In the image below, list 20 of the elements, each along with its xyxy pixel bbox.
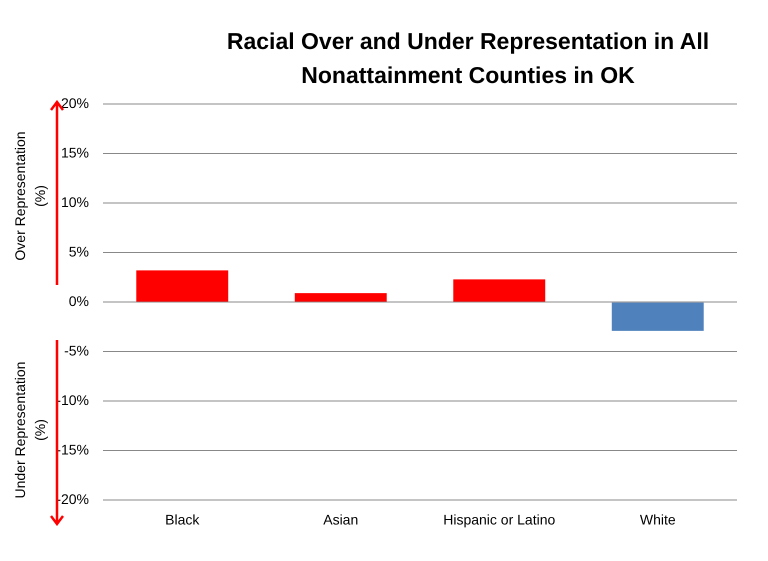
y-tick-label: 10%	[60, 194, 89, 210]
x-tick-label: Hispanic or Latino	[443, 511, 556, 528]
bar	[294, 293, 387, 302]
y-tick-label: -20%	[56, 491, 89, 508]
text: Under Representation (%)	[11, 360, 49, 500]
bar	[612, 302, 704, 331]
x-tick-label: White	[640, 511, 676, 528]
x-tick-label: Asian	[323, 511, 358, 528]
y-tick-label: -15%	[56, 442, 89, 458]
chart-title: Racial Over and Under Representation in All Nonattainment Counties in OK	[226, 27, 710, 90]
y-tick-label: -10%	[56, 392, 89, 408]
y-tick-label: -5%	[64, 342, 89, 358]
bar	[136, 270, 228, 302]
x-tick-label: Black	[165, 511, 200, 528]
y-tick-label: 0%	[68, 292, 89, 309]
bar	[453, 279, 546, 302]
text: Over Representation (%)	[11, 130, 49, 263]
y-tick-label: 5%	[68, 243, 89, 260]
y-tick-label: 15%	[60, 144, 89, 160]
y-tick-label: 20%	[60, 94, 89, 111]
